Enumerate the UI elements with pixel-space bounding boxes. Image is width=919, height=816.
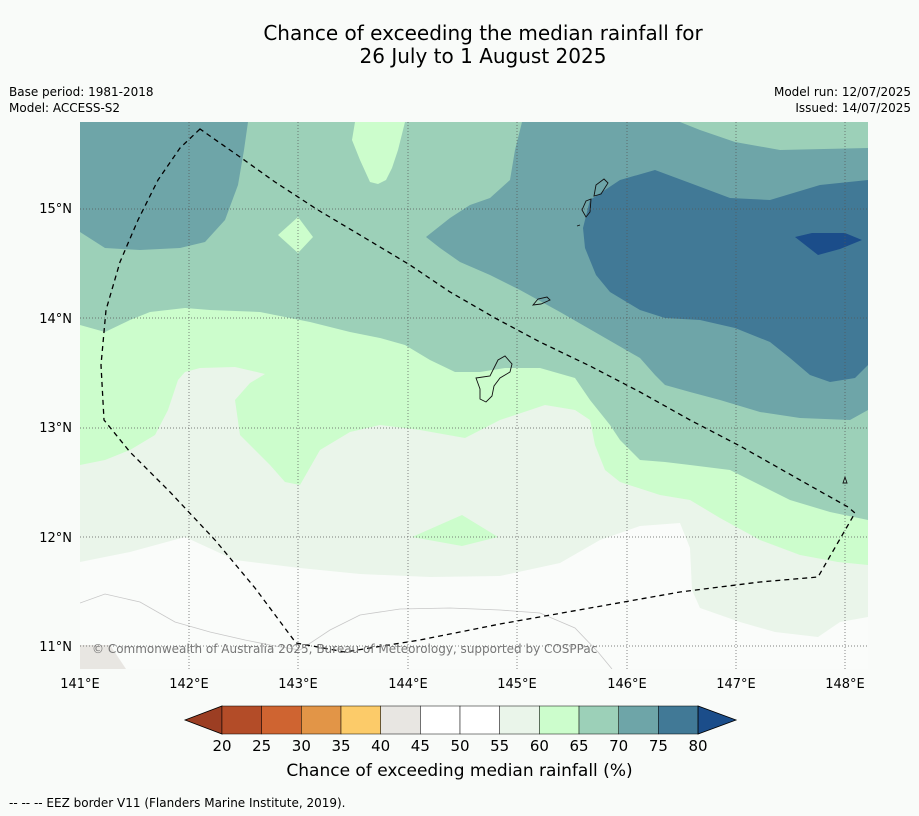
contour-80-plus [795, 233, 862, 255]
lat-label: 15°N [39, 202, 72, 217]
lon-label: 142°E [169, 677, 209, 692]
colorbar-tick-label: 80 [688, 737, 707, 755]
colorbar-tick-label: 40 [371, 737, 390, 755]
colorbar: 20 25 30 35 40 45 50 55 60 65 70 75 80 [183, 705, 738, 755]
eez-border [100, 128, 856, 653]
model-name: Model: ACCESS-S2 [9, 101, 121, 115]
issued-date: Issued: 14/07/2025 [795, 101, 911, 115]
colorbar-segment [301, 705, 342, 735]
title-line-1: Chance of exceeding the median rainfall … [263, 21, 703, 45]
colorbar-segment [459, 705, 500, 735]
colorbar-tick-label: 65 [569, 737, 588, 755]
lon-label: 143°E [278, 677, 318, 692]
contour-50-55 [80, 523, 868, 669]
contour-60-65-south [412, 515, 498, 546]
colorbar-segment [499, 705, 540, 735]
contour-60-65-diamond [278, 217, 313, 253]
island-tinian [581, 198, 592, 218]
colorbar-segment [221, 705, 262, 735]
colorbar-tick-label: 75 [649, 737, 668, 755]
colorbar-under-arrow [183, 705, 223, 735]
gridlines [80, 122, 868, 669]
island-saipan [593, 178, 609, 197]
colorbar-tick-label: 60 [530, 737, 549, 755]
colorbar-segment [539, 705, 580, 735]
colorbar-segment [380, 705, 421, 735]
lat-label: 14°N [39, 312, 72, 327]
base-period: Base period: 1981-2018 [9, 85, 154, 99]
colorbar-title: Chance of exceeding median rainfall (%) [286, 761, 633, 781]
lat-label: 11°N [39, 640, 72, 655]
model-run: Model run: 12/07/2025 [773, 85, 911, 99]
map-title: Chance of exceeding the median rainfall … [0, 22, 919, 68]
island-aguijan [576, 224, 581, 227]
contour-60-65-north [352, 122, 405, 184]
latitude-labels: 15°N 14°N 13°N 12°N 11°N [39, 202, 72, 655]
meta-left: Base period: 1981-2018 Model: ACCESS-S2 [9, 84, 154, 116]
lon-label: 148°E [825, 677, 865, 692]
map-area: © Commonwealth of Australia 2025, Bureau… [80, 122, 868, 669]
island-rota [531, 296, 551, 306]
colorbar-tick-label: 35 [331, 737, 350, 755]
lon-label: 147°E [716, 677, 756, 692]
islands [475, 178, 848, 484]
colorbar-over-arrow [697, 705, 738, 735]
colorbar-tick-label: 20 [212, 737, 231, 755]
longitude-labels: 141°E 142°E 143°E 144°E 145°E 146°E 147°… [60, 677, 865, 692]
island-guam [475, 355, 513, 403]
colorbar-tick-label: 45 [411, 737, 430, 755]
lat-label: 12°N [39, 531, 72, 546]
colorbar-segment [618, 705, 659, 735]
colorbar-segment [578, 705, 619, 735]
colorbar-tick-label: 50 [450, 737, 469, 755]
copyright-text: © Commonwealth of Australia 2025, Bureau… [92, 642, 597, 656]
contour-70-75-west [80, 122, 248, 250]
colorbar-segment [420, 705, 461, 735]
contour-45-50 [80, 645, 126, 669]
colorbar-tick-label: 55 [490, 737, 509, 755]
lon-label: 145°E [497, 677, 537, 692]
title-line-2: 26 July to 1 August 2025 [359, 44, 607, 68]
colorbar-segment [658, 705, 699, 735]
contour-line [80, 593, 613, 669]
colorbar-segment [261, 705, 302, 735]
lon-label: 146°E [607, 677, 647, 692]
colorbar-segment [340, 705, 381, 735]
lat-label: 13°N [39, 421, 72, 436]
lon-label: 141°E [60, 677, 100, 692]
contour-75-80 [583, 170, 868, 382]
meta-right: Model run: 12/07/2025 Issued: 14/07/2025 [774, 84, 911, 116]
colorbar-tick-label: 30 [292, 737, 311, 755]
colorbar-tick-label: 25 [252, 737, 271, 755]
colorbar-tick-label: 70 [609, 737, 628, 755]
eez-footer-note: -- -- -- EEZ border V11 (Flanders Marine… [9, 796, 346, 810]
lon-label: 144°E [388, 677, 428, 692]
